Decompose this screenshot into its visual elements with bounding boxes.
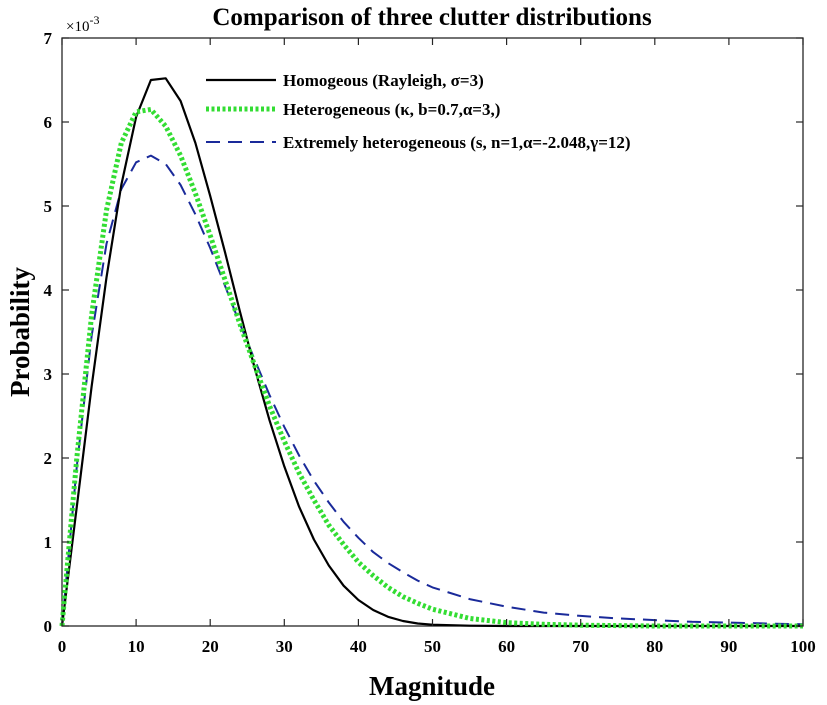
y-tick-label: 5 [44,197,53,216]
x-tick-label: 0 [58,637,67,656]
chart-title: Comparison of three clutter distribution… [212,4,652,31]
x-tick-label: 80 [646,637,663,656]
x-tick-label: 50 [424,637,441,656]
series-line-dashed [61,154,804,627]
y-tick-label: 0 [44,617,53,636]
y-tick-label: 3 [44,365,53,384]
y-tick-label: 7 [44,29,53,48]
series-line-dotted [59,106,803,629]
plot-area [61,37,804,627]
legend: Homogeous (Rayleigh, σ=3) Heterogeneous … [206,71,631,152]
x-tick-label: 20 [202,637,219,656]
legend-label-homogeneous: Homogeous (Rayleigh, σ=3) [283,71,484,90]
legend-label-heterogeneous: Heterogeneous (κ, b=0.7,α=3,) [283,100,500,119]
x-tick-label: 40 [350,637,367,656]
x-tick-label: 60 [498,637,515,656]
legend-label-extremely-heterogeneous: Extremely heterogeneous (s, n=1,α=-2.048… [283,133,631,152]
y-tick-label: 2 [44,449,53,468]
x-tick-label: 90 [720,637,737,656]
x-tick-label: 10 [128,637,145,656]
x-tick-label: 100 [790,637,816,656]
y-tick-label: 6 [44,113,53,132]
y-multiplier-label: ×10-3 [66,13,99,35]
x-axis-label: Magnitude [369,671,495,701]
y-tick-label: 4 [44,281,53,300]
y-axis-label: Probability [5,266,35,397]
y-tick-label: 1 [44,533,53,552]
x-tick-label: 30 [276,637,293,656]
x-tick-label: 70 [572,637,589,656]
